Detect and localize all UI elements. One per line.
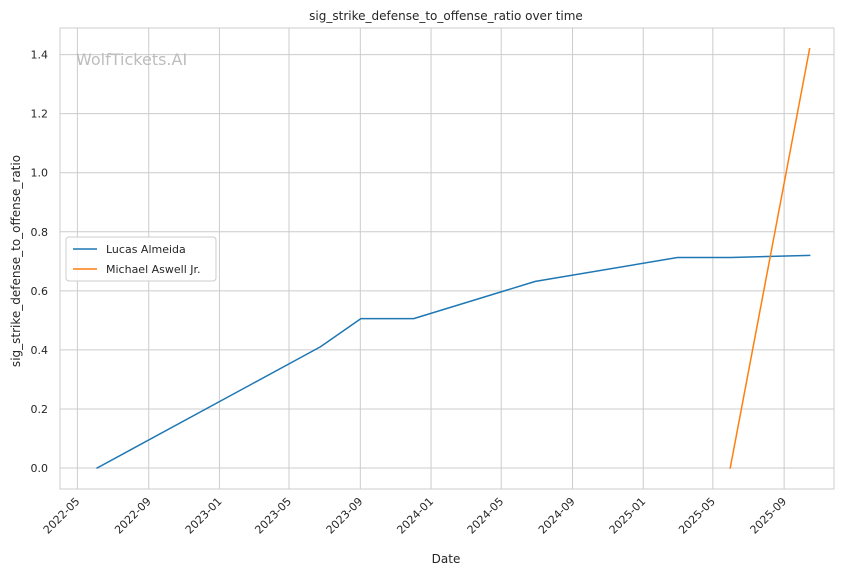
series-line-0 [96, 254, 811, 470]
x-tick-label: 2023-09 [324, 495, 366, 537]
legend-label: Michael Aswell Jr. [106, 263, 201, 276]
x-tick-label: 2023-01 [183, 495, 225, 537]
legend-label: Lucas Almeida [106, 243, 186, 256]
legend: Lucas Almeida Michael Aswell Jr. [65, 236, 217, 282]
x-tick-label: 2024-05 [465, 495, 507, 537]
x-axis-label: Date [432, 552, 461, 566]
series-line-1 [729, 47, 811, 469]
grid [60, 28, 834, 489]
chart-title: sig_strike_defense_to_offense_ratio over… [309, 9, 583, 23]
x-tick-label: 2024-01 [394, 495, 436, 537]
y-tick-label: 0.8 [31, 226, 49, 239]
y-tick-label: 1.2 [31, 108, 49, 121]
legend-box [65, 236, 217, 282]
y-tick-label: 0.2 [31, 403, 49, 416]
plot-frame [59, 27, 835, 490]
x-tick-label: 2025-01 [607, 495, 649, 537]
y-tick-label: 1.4 [31, 49, 49, 62]
x-tick-label: 2022-05 [41, 495, 83, 537]
y-tick-label: 0.4 [31, 344, 49, 357]
x-tick-label: 2023-05 [252, 495, 294, 537]
y-tick-label: 0.6 [31, 285, 49, 298]
x-tick-label: 2025-09 [748, 495, 790, 537]
y-tick-label: 1.0 [31, 167, 49, 180]
watermark-text: WolfTickets.AI [76, 50, 187, 69]
x-tick-label: 2022-09 [112, 495, 154, 537]
series-lines [96, 47, 811, 470]
y-tick-label: 0.0 [31, 462, 49, 475]
x-tick-label: 2024-09 [536, 495, 578, 537]
x-tick-label: 2025-05 [676, 495, 718, 537]
y-axis-label: sig_strike_defense_to_offense_ratio [9, 155, 23, 367]
tick-labels: 2022-05 2022-09 2023-01 2023-05 2023-09 2024-… [31, 49, 790, 537]
